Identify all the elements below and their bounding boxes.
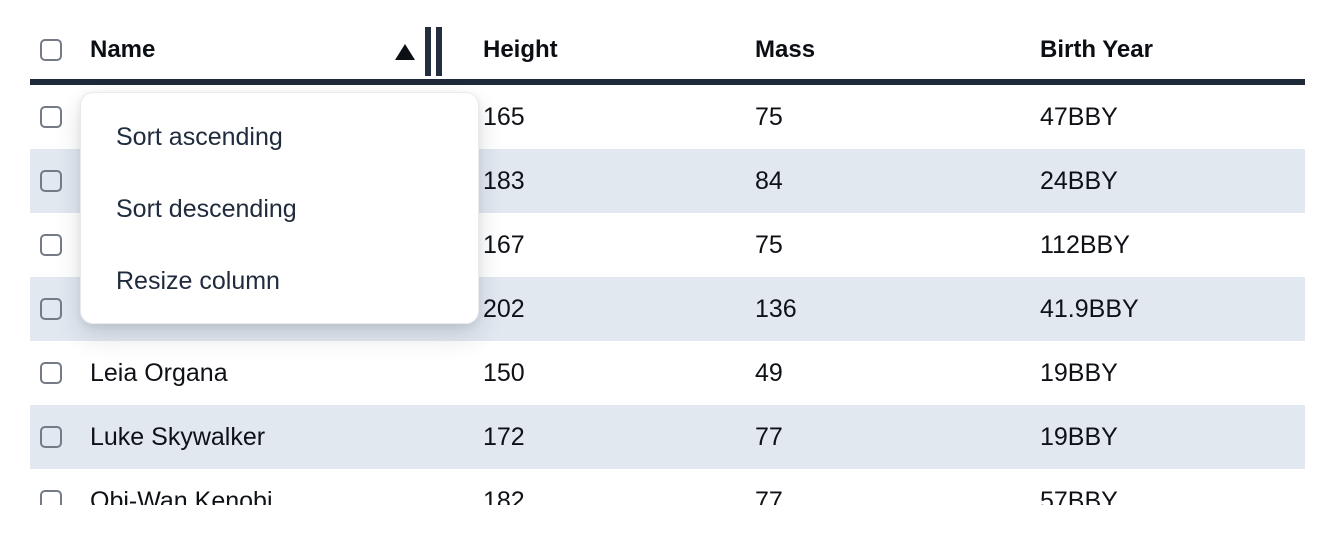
- row-checkbox-cell: [30, 405, 78, 469]
- cell-birth-year: 57BBY: [1040, 487, 1118, 505]
- row-checkbox[interactable]: [40, 362, 62, 384]
- row-checkbox-cell: [30, 149, 78, 213]
- row-checkbox[interactable]: [40, 490, 62, 505]
- cell-name: Luke Skywalker: [90, 423, 266, 451]
- row-checkbox[interactable]: [40, 234, 62, 256]
- row-checkbox-cell: [30, 469, 78, 505]
- resize-bar-left: [425, 27, 431, 76]
- menu-item-resize-column[interactable]: Resize column: [116, 267, 280, 295]
- cell-birth-year: 24BBY: [1040, 167, 1118, 195]
- cell-birth-year: 112BBY: [1040, 231, 1130, 259]
- select-all-cell: [30, 0, 78, 79]
- cell-mass: 75: [755, 231, 783, 259]
- row-checkbox[interactable]: [40, 426, 62, 448]
- cell-height: 165: [483, 103, 525, 131]
- cell-birth-year: 47BBY: [1040, 103, 1118, 131]
- cell-height: 202: [483, 295, 525, 323]
- cell-mass: 77: [755, 487, 783, 505]
- cell-birth-year: 19BBY: [1040, 359, 1118, 387]
- menu-item-sort-descending[interactable]: Sort descending: [116, 195, 297, 223]
- row-checkbox[interactable]: [40, 170, 62, 192]
- table-row: 165 75 47BBY: [30, 85, 1305, 149]
- column-context-menu: Sort ascending Sort descending Resize co…: [80, 92, 479, 324]
- row-checkbox-cell: [30, 85, 78, 149]
- table-header-row: Name Height Mass Birth Year: [30, 0, 1305, 85]
- column-header-name-label: Name: [90, 36, 156, 63]
- menu-item-sort-ascending[interactable]: Sort ascending: [116, 123, 283, 151]
- row-checkbox-cell: [30, 341, 78, 405]
- cell-birth-year: 41.9BBY: [1040, 295, 1139, 323]
- cell-height: 172: [483, 423, 525, 451]
- cell-name: Obi-Wan Kenobi: [90, 487, 273, 505]
- cell-mass: 136: [755, 295, 797, 323]
- column-header-birth-year[interactable]: Birth Year: [1040, 36, 1153, 63]
- column-header-height[interactable]: Height: [483, 36, 558, 63]
- row-checkbox[interactable]: [40, 106, 62, 128]
- cell-mass: 49: [755, 359, 783, 387]
- cell-mass: 84: [755, 167, 783, 195]
- row-checkbox[interactable]: [40, 298, 62, 320]
- table-row: Leia Organa 150 49 19BBY: [30, 341, 1305, 405]
- cell-mass: 77: [755, 423, 783, 451]
- select-all-checkbox[interactable]: [40, 38, 62, 61]
- table-row: Obi-Wan Kenobi 182 77 57BBY: [30, 469, 1305, 505]
- cell-height: 182: [483, 487, 525, 505]
- column-header-mass[interactable]: Mass: [755, 36, 816, 63]
- sort-ascending-triangle-icon: [395, 44, 415, 60]
- cell-height: 183: [483, 167, 525, 195]
- cell-height: 167: [483, 231, 525, 259]
- cell-name: Leia Organa: [90, 359, 228, 387]
- row-checkbox-cell: [30, 277, 78, 341]
- cell-birth-year: 19BBY: [1040, 423, 1118, 451]
- column-header-name[interactable]: Name: [78, 0, 445, 79]
- column-resize-handle-icon[interactable]: [425, 27, 442, 76]
- table-row: Luke Skywalker 172 77 19BBY: [30, 405, 1305, 469]
- table-row: 167 75 112BBY: [30, 213, 1305, 277]
- cell-mass: 75: [755, 103, 783, 131]
- resize-bar-right: [436, 27, 442, 76]
- row-checkbox-cell: [30, 213, 78, 277]
- cell-height: 150: [483, 359, 525, 387]
